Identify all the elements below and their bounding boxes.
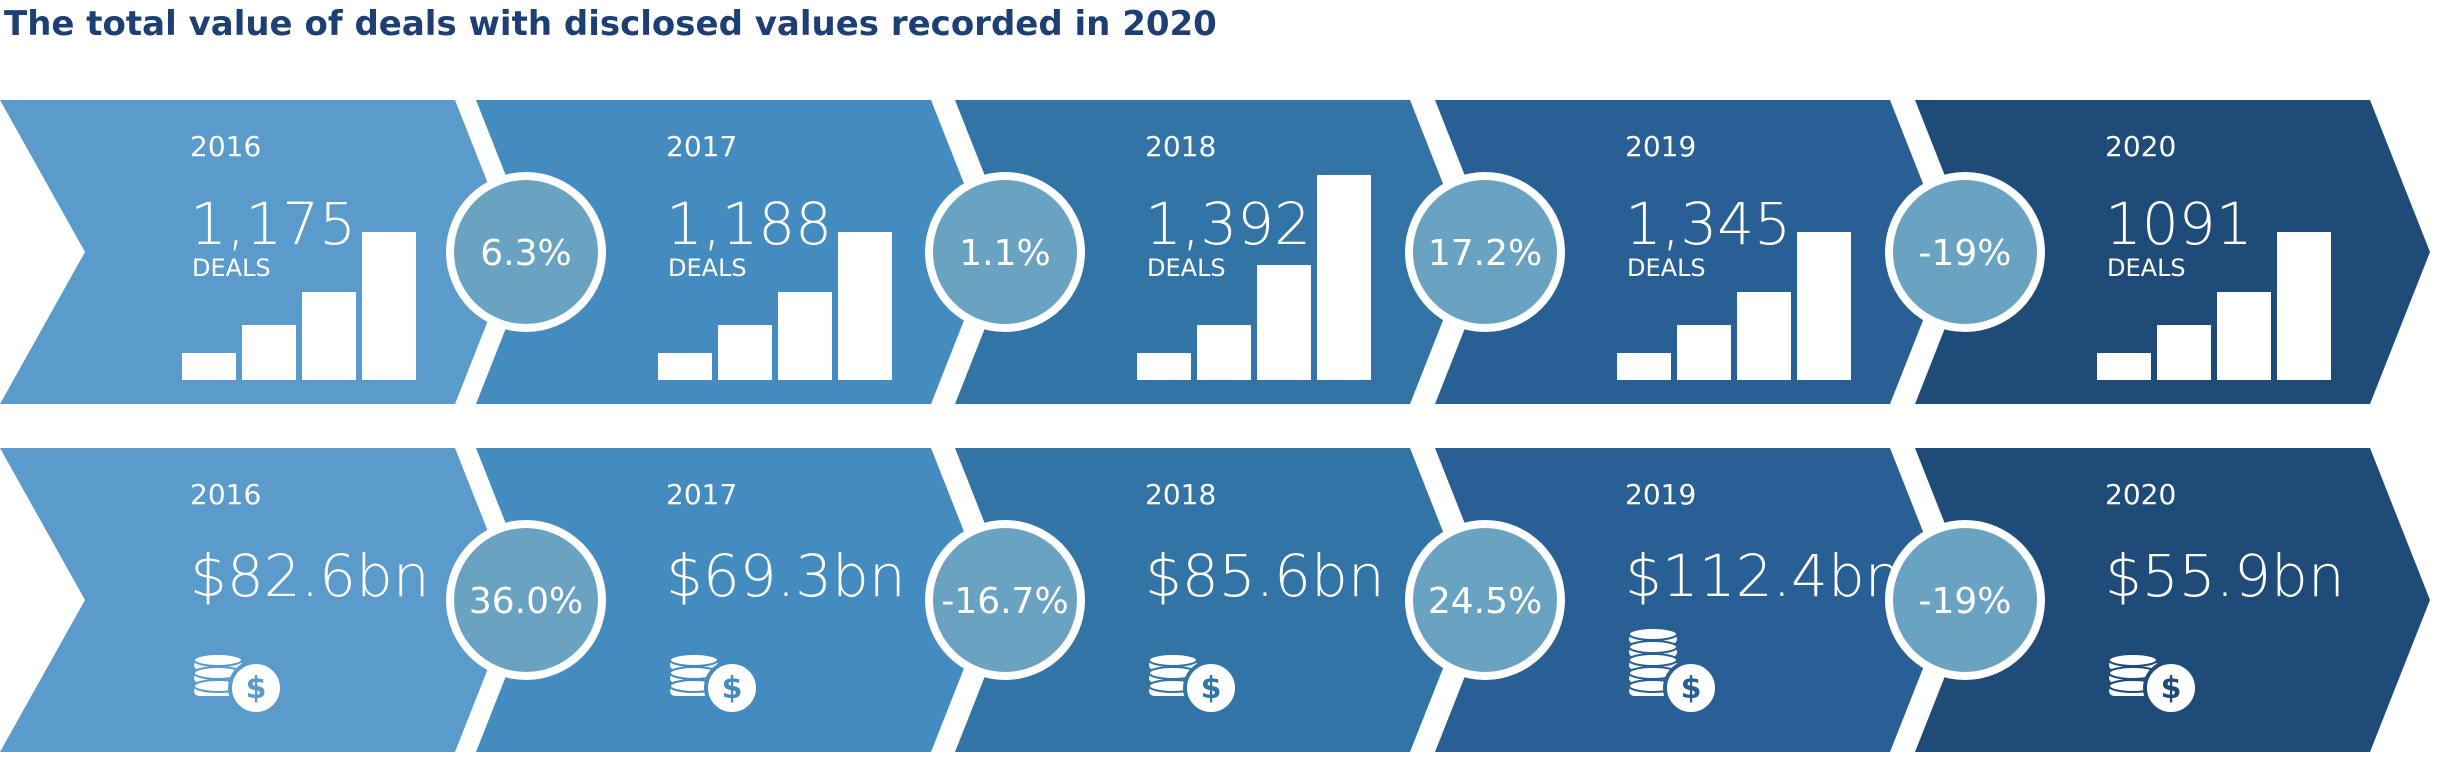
- coins-dollar-icon: $: [1148, 653, 1239, 716]
- deal-count-value: 1,345: [1625, 190, 1791, 258]
- change-circle: 36.0%: [446, 520, 606, 680]
- deal-value-amount: $112.4bn: [1625, 542, 1902, 610]
- change-percent: -19%: [1918, 581, 2011, 622]
- bar-chart-icon-bar: [658, 353, 712, 380]
- coins-dollar-icon: $: [193, 653, 284, 716]
- deals-row: 20161,175DEALS20171,188DEALS20181,392DEA…: [0, 100, 2430, 404]
- stage-chevron-2019: [1435, 448, 1950, 752]
- svg-text:$: $: [2161, 671, 2182, 706]
- coins-dollar-icon: $: [2108, 653, 2199, 716]
- bar-chart-icon: [1137, 175, 1371, 380]
- bar-chart-icon: [658, 232, 892, 380]
- year-label: 2020: [2105, 130, 2176, 163]
- coins-dollar-icon: $: [669, 653, 760, 716]
- bar-chart-icon-bar: [1677, 325, 1731, 380]
- page-title: The total value of deals with disclosed …: [4, 4, 1217, 44]
- stage-chevron-2017: [476, 448, 991, 752]
- stage-chevron-2016: [0, 448, 515, 752]
- bar-chart-icon-bar: [1617, 353, 1671, 380]
- bar-chart-icon-bar: [2217, 292, 2271, 380]
- bar-chart-icon-bar: [1257, 265, 1311, 380]
- bar-chart-icon: [1617, 232, 1851, 380]
- deal-count-value: 1,175: [190, 190, 356, 258]
- bar-chart-icon-bar: [242, 325, 296, 380]
- coins-dollar-icon: $: [1628, 627, 1719, 716]
- change-percent: -19%: [1918, 233, 2011, 274]
- change-circle: -19%: [1885, 172, 2045, 332]
- change-percent: 24.5%: [1428, 581, 1542, 622]
- deals-unit-label: DEALS: [2107, 254, 2186, 282]
- year-label: 2017: [666, 130, 737, 163]
- deals-unit-label: DEALS: [668, 254, 747, 282]
- change-circle: -16.7%: [925, 520, 1085, 680]
- year-label: 2018: [1145, 478, 1216, 511]
- deals-unit-label: DEALS: [192, 254, 271, 282]
- bar-chart-icon-bar: [778, 292, 832, 380]
- bar-chart-icon-bar: [182, 353, 236, 380]
- bar-chart-icon-bar: [718, 325, 772, 380]
- year-label: 2020: [2105, 478, 2176, 511]
- value-row: 2016 $82.6bn $2017 $69.3bn $2018 $85.6bn $2019…: [0, 448, 2430, 752]
- change-circle: 6.3%: [446, 172, 606, 332]
- bar-chart-icon-bar: [1137, 353, 1191, 380]
- svg-text:$: $: [722, 671, 743, 706]
- bar-chart-icon-bar: [2277, 232, 2331, 380]
- year-label: 2019: [1625, 478, 1696, 511]
- bar-chart-icon-bar: [362, 232, 416, 380]
- change-circle: -19%: [1885, 520, 2045, 680]
- bar-chart-icon-bar: [302, 292, 356, 380]
- deals-unit-label: DEALS: [1627, 254, 1706, 282]
- bar-chart-icon-bar: [1737, 292, 1791, 380]
- deal-value-amount: $82.6bn: [190, 542, 430, 610]
- change-circle: 24.5%: [1405, 520, 1565, 680]
- bar-chart-icon: [2097, 232, 2331, 380]
- bar-chart-icon-bar: [1317, 175, 1371, 380]
- change-percent: 1.1%: [959, 233, 1050, 274]
- change-percent: -16.7%: [941, 581, 1068, 622]
- svg-text:$: $: [246, 671, 267, 706]
- change-percent: 36.0%: [469, 581, 583, 622]
- deal-count-value: 1091: [2105, 190, 2253, 258]
- year-label: 2019: [1625, 130, 1696, 163]
- bar-chart-icon-bar: [2157, 325, 2211, 380]
- deal-count-value: 1,188: [666, 190, 832, 258]
- bar-chart-icon-bar: [1797, 232, 1851, 380]
- change-percent: 6.3%: [480, 233, 571, 274]
- year-label: 2016: [190, 130, 261, 163]
- year-label: 2018: [1145, 130, 1216, 163]
- bar-chart-icon-bar: [838, 232, 892, 380]
- deals-unit-label: DEALS: [1147, 254, 1226, 282]
- stage-chevron-2020: [1915, 448, 2430, 752]
- bar-chart-icon-bar: [1197, 325, 1251, 380]
- svg-text:$: $: [1681, 671, 1702, 706]
- change-circle: 1.1%: [925, 172, 1085, 332]
- year-label: 2017: [666, 478, 737, 511]
- svg-text:$: $: [1201, 671, 1222, 706]
- deal-count-value: 1,392: [1145, 190, 1311, 258]
- change-circle: 17.2%: [1405, 172, 1565, 332]
- deal-value-amount: $69.3bn: [666, 542, 906, 610]
- bar-chart-icon: [182, 232, 416, 380]
- deal-value-amount: $55.9bn: [2105, 542, 2345, 610]
- year-label: 2016: [190, 478, 261, 511]
- stage-chevron-2018: [955, 448, 1470, 752]
- change-percent: 17.2%: [1428, 233, 1542, 274]
- deal-value-amount: $85.6bn: [1145, 542, 1385, 610]
- bar-chart-icon-bar: [2097, 353, 2151, 380]
